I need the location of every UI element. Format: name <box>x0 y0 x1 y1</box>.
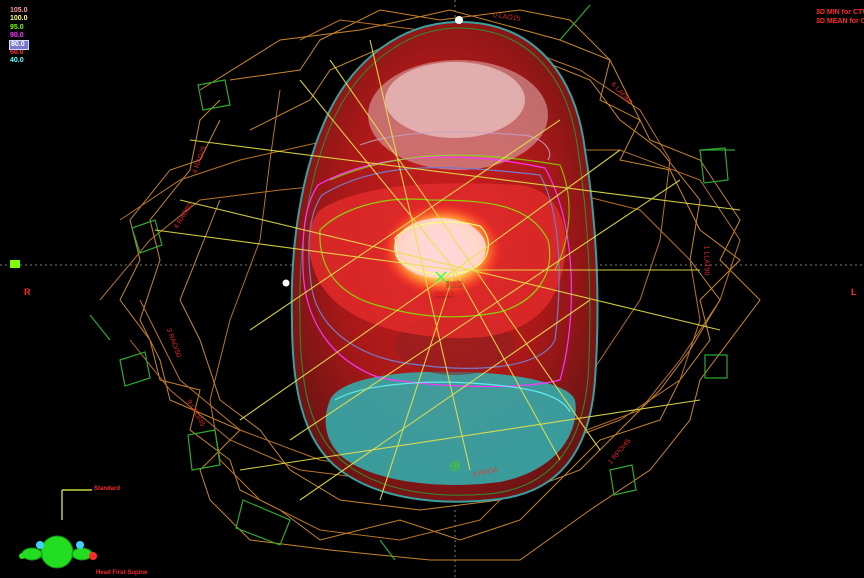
dose-statistics: 3D MIN for CTV: 72.0 % 3D MEAN for CTV: … <box>816 9 864 26</box>
isodose-legend-item[interactable]: 90.0 <box>10 32 24 40</box>
posterior-region-teal <box>325 371 576 485</box>
dose-value-label[interactable]: 103.6 <box>435 291 453 298</box>
reference-point-label[interactable]: 1ref1 <box>446 281 463 288</box>
view-standard-label: Standard <box>94 486 121 492</box>
beam-field-green-boxes <box>89 4 735 561</box>
isodose-legend-item[interactable]: 105.0 <box>10 7 28 14</box>
stat-min-ctv: 3D MIN for CTV: 72.0 % <box>816 9 864 16</box>
fiducial-left <box>282 279 290 287</box>
fiducial-top <box>455 16 463 24</box>
orientation-left-label: L <box>851 287 857 297</box>
isodose-legend-item[interactable]: 95.0 <box>10 23 24 31</box>
view-axis-glyph <box>61 489 92 520</box>
markers <box>10 16 463 471</box>
tongue-region <box>385 62 525 138</box>
beam-label[interactable]: 1 LLAT90 <box>702 245 710 276</box>
high-dose-core <box>394 218 486 278</box>
bottom-marker <box>450 461 460 471</box>
isodose-legend-item-selected[interactable]: 80.0 <box>9 39 29 51</box>
isocenter-marker <box>435 271 447 283</box>
isodose-legend-item[interactable]: 100.0 <box>10 15 28 23</box>
beam-central-lines <box>154 39 741 501</box>
isodose-legend[interactable]: 105.0 100.0 95.0 90.0 80.0 60.0 40.0 <box>9 7 29 66</box>
patient-orientation-icon <box>19 535 97 569</box>
stat-mean-ctv: 3D MEAN for CTV: 95.6 <box>816 17 864 25</box>
patient-position-label: Head First-Supine <box>96 570 148 576</box>
left-edge-marker <box>10 260 20 268</box>
orientation-right-label: R <box>24 287 31 297</box>
isodose-legend-item[interactable]: 60.0 <box>10 49 24 57</box>
patient-anatomy <box>290 20 599 503</box>
isodose-legend-item[interactable]: 40.0 <box>10 57 24 65</box>
skin-contour <box>299 27 591 496</box>
